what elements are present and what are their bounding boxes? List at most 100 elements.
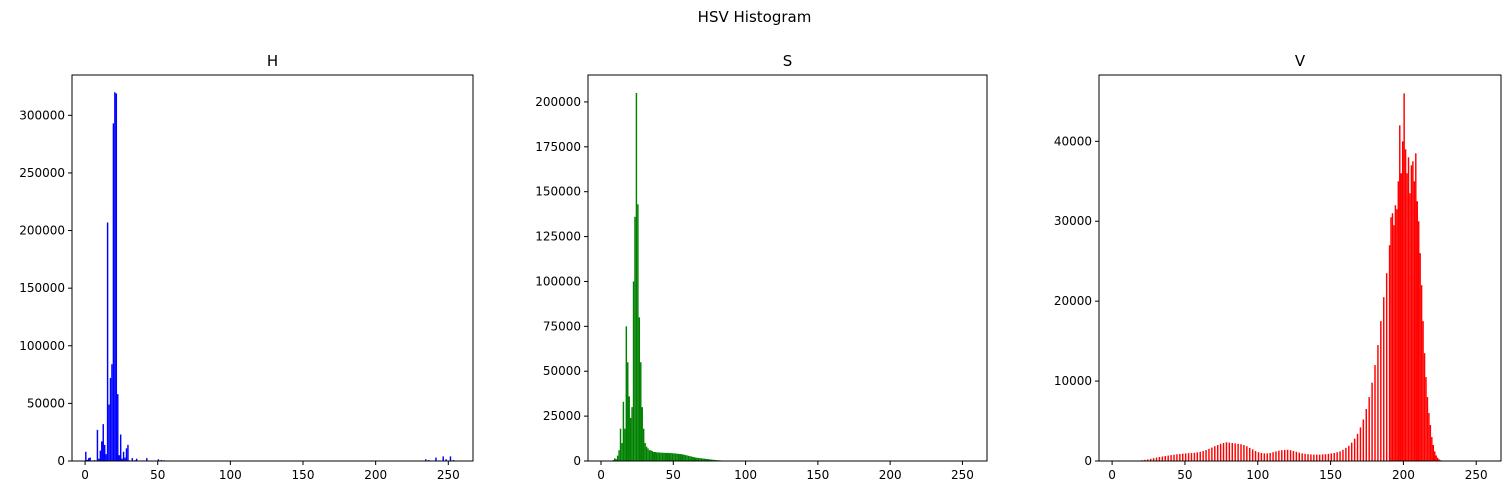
bar	[1251, 449, 1254, 461]
bar	[641, 407, 643, 461]
bar	[683, 454, 685, 461]
bar	[1422, 321, 1424, 461]
bar	[709, 459, 711, 461]
bar	[1417, 221, 1420, 461]
bar	[705, 458, 707, 461]
x-tick-label: 100	[219, 468, 242, 482]
bar	[1187, 453, 1190, 461]
bar	[1412, 161, 1414, 462]
y-tick-label: 50000	[543, 364, 581, 378]
bar	[1196, 452, 1199, 461]
bar	[125, 448, 128, 461]
bar	[1425, 377, 1427, 461]
x-tick-label: 0	[81, 468, 89, 482]
bar	[425, 459, 427, 461]
bar	[614, 458, 616, 461]
bar	[109, 378, 112, 461]
bar	[673, 453, 675, 461]
bar	[106, 222, 109, 461]
bar	[1278, 450, 1280, 461]
bar	[1184, 453, 1187, 461]
y-tick-label: 175000	[535, 140, 581, 154]
bar	[1406, 173, 1408, 461]
bar	[98, 458, 100, 461]
bar	[618, 450, 620, 461]
y-tick-label: 250000	[19, 166, 65, 180]
bar	[135, 458, 138, 461]
x-tick-label: 200	[1392, 468, 1415, 482]
bar	[1310, 454, 1312, 461]
bar	[679, 453, 681, 461]
bar	[1231, 443, 1233, 461]
bar	[445, 459, 447, 461]
bar	[1400, 173, 1402, 461]
bar	[1380, 321, 1382, 461]
bar	[1362, 419, 1365, 461]
y-tick-label: 200000	[19, 224, 65, 238]
x-tick-label: 200	[364, 468, 387, 482]
bar	[640, 362, 642, 461]
bar	[668, 453, 671, 461]
bar	[1228, 442, 1231, 461]
bar	[1149, 458, 1152, 461]
x-tick-label: 200	[879, 468, 902, 482]
y-tick-label: 25000	[543, 409, 581, 423]
bar	[690, 456, 693, 461]
bar	[105, 454, 107, 461]
bar	[1394, 205, 1397, 461]
bar	[1393, 225, 1395, 461]
bar	[1403, 93, 1405, 461]
panel-title: S	[783, 52, 793, 70]
bar	[1318, 454, 1321, 461]
figure-suptitle: HSV Histogram	[697, 8, 812, 26]
bar	[1240, 444, 1242, 461]
bar	[650, 450, 652, 461]
bar	[1396, 209, 1398, 461]
bar	[1301, 453, 1303, 461]
bar	[1415, 153, 1417, 461]
bar	[703, 458, 706, 461]
bar	[102, 424, 104, 461]
y-tick-label: 125000	[535, 230, 581, 244]
bar	[1388, 245, 1391, 461]
bar	[1152, 458, 1155, 461]
bar	[687, 455, 690, 461]
bar	[1374, 365, 1376, 461]
y-tick-label: 40000	[1054, 134, 1092, 148]
bar	[655, 452, 658, 461]
bar	[121, 458, 123, 461]
bar	[96, 429, 99, 461]
bar	[1333, 453, 1335, 461]
y-tick-label: 75000	[543, 319, 581, 333]
bar	[677, 453, 680, 461]
bar	[657, 452, 659, 461]
bar	[1365, 409, 1367, 461]
bar	[631, 407, 633, 461]
bar	[667, 452, 669, 461]
bar	[1377, 345, 1379, 461]
bar	[1390, 217, 1392, 461]
bar	[1260, 453, 1263, 461]
bar	[686, 455, 688, 461]
bar	[621, 443, 623, 461]
panel-title: H	[267, 52, 278, 70]
bar	[638, 317, 641, 461]
x-tick-label: 250	[1465, 468, 1488, 482]
bar	[1383, 297, 1385, 461]
bar	[85, 451, 87, 461]
bar	[635, 92, 638, 461]
bar	[87, 458, 90, 461]
bar	[647, 448, 649, 461]
bar	[627, 362, 629, 461]
bar	[1249, 447, 1251, 461]
bar	[1193, 452, 1196, 461]
bar	[663, 452, 665, 461]
axes-frame	[1098, 74, 1502, 462]
bar	[1348, 445, 1350, 461]
bar	[117, 394, 119, 461]
bar	[1205, 449, 1207, 461]
x-tick-label: 100	[1246, 468, 1269, 482]
bar	[99, 450, 102, 461]
bar	[625, 326, 628, 461]
bar	[1269, 453, 1271, 461]
